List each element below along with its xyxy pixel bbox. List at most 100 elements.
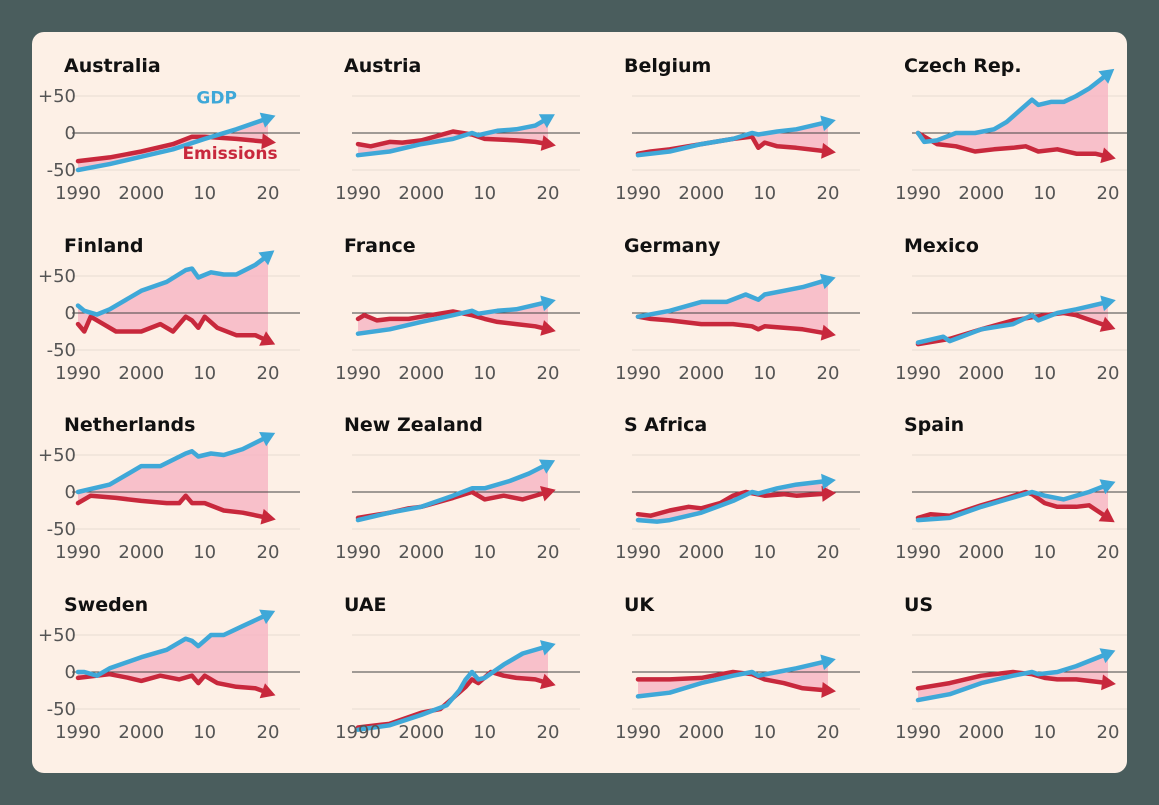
- x-tick-label: 2000: [398, 183, 444, 204]
- panel-mexico: Mexico 1990 2000 10 20: [895, 235, 1127, 384]
- y-tick-label: +50: [38, 445, 76, 466]
- gdp-arrowhead: [820, 273, 836, 290]
- x-tick-label: 20: [1097, 722, 1120, 743]
- legend-gdp-label: GDP: [196, 88, 237, 108]
- y-tick-label: -50: [47, 160, 76, 181]
- gap-area: [358, 646, 548, 730]
- emissions-arrowhead: [540, 320, 556, 336]
- gdp-line: [635, 119, 831, 158]
- emissions-line: [635, 489, 831, 518]
- x-tick-label: 10: [753, 542, 776, 563]
- x-tick-label: 10: [753, 722, 776, 743]
- x-tick-label: 1990: [55, 722, 101, 743]
- panel-austria: Austria 1990 2000 10 20: [335, 55, 580, 204]
- gap-area: [78, 614, 268, 693]
- x-tick-label: 1990: [895, 542, 941, 563]
- x-tick-label: 20: [817, 722, 840, 743]
- gdp-line: [75, 115, 271, 173]
- emissions-arrowhead: [260, 508, 276, 525]
- x-tick-label: 2000: [118, 183, 164, 204]
- x-tick-label: 10: [473, 542, 496, 563]
- emissions-line: [635, 314, 831, 336]
- panel-uk: UK 1990 2000 10 20: [615, 594, 860, 743]
- x-tick-label: 1990: [615, 363, 661, 384]
- country-title: US: [904, 594, 933, 616]
- emissions-arrowhead: [1098, 507, 1115, 523]
- x-tick-label: 2000: [398, 542, 444, 563]
- x-tick-label: 1990: [895, 183, 941, 204]
- y-tick-label: +50: [38, 86, 76, 107]
- x-tick-label: 20: [1097, 542, 1120, 563]
- emissions-arrowhead: [540, 673, 556, 690]
- x-tick-label: 10: [193, 722, 216, 743]
- emissions-line: [75, 493, 271, 521]
- panel-germany: Germany 1990 2000 10 20: [615, 235, 860, 384]
- x-tick-label: 2000: [118, 542, 164, 563]
- country-title: Finland: [64, 235, 143, 257]
- country-title: France: [344, 235, 416, 257]
- x-tick-label: 20: [537, 722, 560, 743]
- gap-area: [78, 255, 268, 342]
- gdp-line: [355, 299, 551, 336]
- emissions-line: [75, 134, 271, 164]
- gdp-arrowhead: [821, 473, 836, 490]
- panel-s-africa: S Africa 1990 2000 10 20: [615, 414, 860, 563]
- emissions-line: [915, 130, 1111, 159]
- x-tick-label: 1990: [55, 542, 101, 563]
- x-tick-label: 10: [1033, 363, 1056, 384]
- x-tick-label: 1990: [55, 183, 101, 204]
- gdp-line: [635, 277, 831, 319]
- emissions-arrowhead: [820, 324, 836, 341]
- gdp-line: [915, 71, 1111, 145]
- country-title: Belgium: [624, 55, 711, 77]
- x-tick-label: 2000: [958, 542, 1004, 563]
- gdp-arrowhead: [259, 609, 276, 625]
- y-tick-label: 0: [65, 662, 76, 683]
- x-tick-label: 1990: [895, 363, 941, 384]
- x-tick-label: 10: [1033, 542, 1056, 563]
- gdp-line: [915, 651, 1111, 703]
- x-tick-label: 20: [817, 542, 840, 563]
- x-tick-label: 1990: [615, 542, 661, 563]
- gap-area: [918, 73, 1108, 157]
- gdp-arrowhead: [1098, 68, 1115, 84]
- x-tick-label: 1990: [335, 183, 381, 204]
- country-title: Netherlands: [64, 414, 195, 436]
- x-tick-label: 10: [1033, 183, 1056, 204]
- y-tick-label: -50: [47, 340, 76, 361]
- x-tick-label: 20: [537, 542, 560, 563]
- country-title: New Zealand: [344, 414, 483, 436]
- emissions-arrowhead: [821, 485, 836, 502]
- y-tick-label: -50: [47, 519, 76, 540]
- gdp-line: [915, 482, 1111, 523]
- country-title: Mexico: [904, 235, 979, 257]
- panel-us: US 1990 2000 10 20: [895, 594, 1127, 743]
- gap-area: [638, 480, 828, 522]
- x-tick-label: 20: [257, 363, 280, 384]
- x-tick-label: 2000: [678, 183, 724, 204]
- x-tick-label: 1990: [55, 363, 101, 384]
- x-tick-label: 10: [473, 183, 496, 204]
- country-title: UAE: [344, 594, 387, 616]
- emissions-arrowhead: [261, 133, 276, 150]
- country-title: UK: [624, 594, 655, 616]
- x-tick-label: 2000: [958, 363, 1004, 384]
- panel-new-zealand: New Zealand 1990 2000 10 20: [335, 414, 580, 563]
- x-tick-label: 10: [193, 363, 216, 384]
- x-tick-label: 20: [1097, 183, 1120, 204]
- gdp-arrowhead: [1100, 295, 1116, 312]
- x-tick-label: 1990: [615, 183, 661, 204]
- x-tick-label: 20: [537, 363, 560, 384]
- country-title: S Africa: [624, 414, 707, 436]
- x-tick-label: 10: [473, 363, 496, 384]
- emissions-arrowhead: [821, 682, 836, 698]
- x-tick-label: 20: [537, 183, 560, 204]
- x-tick-label: 1990: [615, 722, 661, 743]
- chart-panel: Australia +50 0 -50 1990 2000 10 20 GDP Emissions…: [32, 32, 1127, 773]
- x-tick-label: 1990: [335, 722, 381, 743]
- y-tick-label: 0: [65, 123, 76, 144]
- gdp-arrowhead: [539, 459, 556, 474]
